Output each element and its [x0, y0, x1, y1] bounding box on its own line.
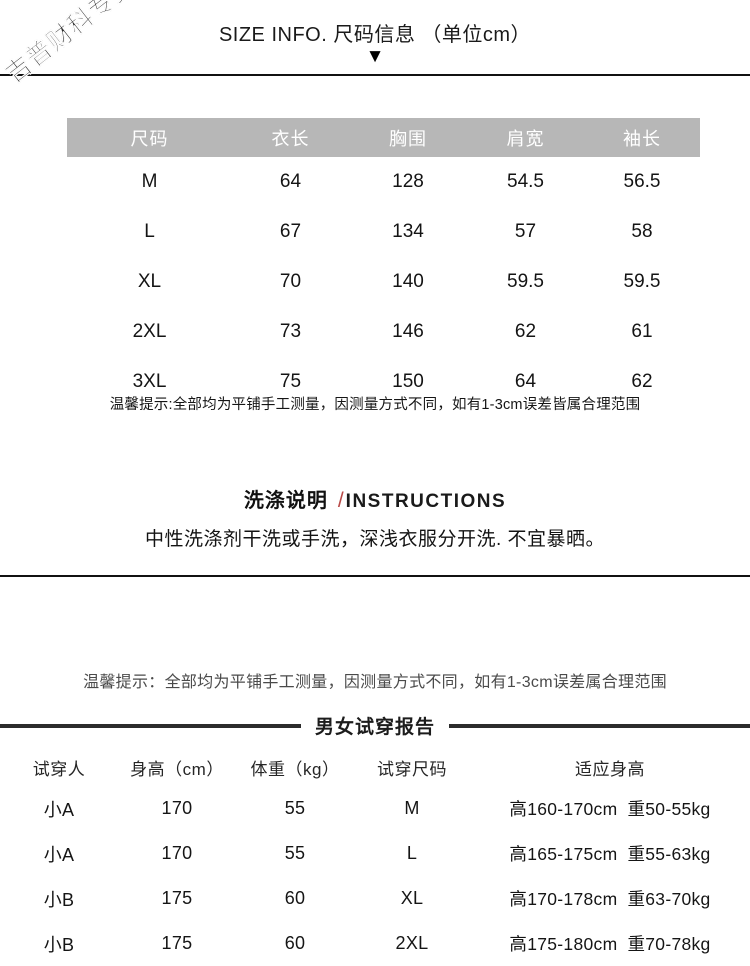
trial-report-table: 试穿人 身高（cm） 体重（kg） 试穿尺码 适应身高 小A 170 55 M … — [0, 748, 750, 966]
cell-person: 小B — [43, 889, 75, 910]
rule-left — [0, 723, 301, 728]
washing-heading-cn: 洗涤说明 — [243, 490, 328, 512]
cell-fit-weight: 重55-63kg — [627, 844, 711, 864]
trial-col-header-size: 试穿尺码 — [377, 759, 447, 779]
cell-fit-weight: 重70-78kg — [627, 934, 711, 954]
cell-sleeve: 58 — [631, 221, 653, 242]
cell-weight: 55 — [284, 798, 306, 818]
washing-heading-slash: / — [337, 489, 344, 512]
cell-size: 2XL — [395, 933, 429, 953]
size-col-header-bust: 胸围 — [349, 118, 467, 157]
cell-fit-range: 高160-170cm 重50-55kg — [470, 786, 750, 831]
cell-fit-height: 高170-178cm — [509, 889, 618, 909]
cell-length: 70 — [279, 271, 302, 292]
size-col-header-sleeve: 袖长 — [584, 118, 700, 157]
cell-weight: 55 — [284, 843, 306, 863]
cell-height: 170 — [161, 843, 193, 863]
cell-shoulder: 62 — [514, 321, 537, 342]
trial-report-section-header: 男女试穿报告 — [0, 712, 750, 739]
cell-shoulder: 54.5 — [507, 171, 544, 192]
cell-size: M — [141, 171, 158, 192]
cell-size: L — [406, 843, 418, 863]
table-row: 小B 175 60 2XL 高175-180cm 重70-78kg — [0, 921, 750, 966]
cell-size: L — [144, 221, 155, 242]
cell-bust: 150 — [392, 371, 424, 392]
cell-height: 170 — [161, 798, 193, 818]
table-row: 2XL 73 146 62 61 — [67, 307, 700, 357]
cell-height: 175 — [161, 933, 193, 953]
table-row: XL 70 140 59.5 59.5 — [67, 257, 700, 307]
cell-shoulder: 59.5 — [507, 271, 544, 292]
cell-weight: 60 — [284, 888, 306, 908]
cell-bust: 134 — [392, 221, 424, 242]
divider-top — [0, 74, 750, 76]
cell-shoulder: 64 — [514, 371, 537, 392]
cell-length: 73 — [279, 321, 302, 342]
measurement-note-top: 温馨提示:全部均为平铺手工测量，因测量方式不同，如有1-3cm误差皆属合理范围 — [109, 397, 641, 413]
table-row: 小B 175 60 XL 高170-178cm 重63-70kg — [0, 876, 750, 921]
table-row: 小A 170 55 L 高165-175cm 重55-63kg — [0, 831, 750, 876]
cell-fit-weight: 重50-55kg — [627, 799, 711, 819]
cell-weight: 60 — [284, 933, 306, 953]
size-table-header-row: 尺码 衣长 胸围 肩宽 袖长 — [67, 118, 700, 157]
cell-sleeve: 56.5 — [623, 171, 661, 192]
cell-size: XL — [137, 271, 162, 292]
cell-fit-height: 高160-170cm — [509, 799, 618, 819]
washing-instructions-body: 中性洗涤剂干洗或手洗，深浅衣服分开洗. 不宜暴晒。 — [144, 529, 606, 550]
cell-fit-weight: 重63-70kg — [627, 889, 711, 909]
cell-person: 小B — [43, 934, 75, 955]
table-row: 小A 170 55 M 高160-170cm 重50-55kg — [0, 786, 750, 831]
trial-report-label: 男女试穿报告 — [315, 717, 436, 738]
cell-person: 小A — [43, 844, 75, 865]
cell-length: 75 — [279, 371, 302, 392]
down-triangle-icon: ▼ — [365, 46, 385, 67]
cell-bust: 128 — [392, 171, 424, 192]
table-row: 3XL 75 150 64 62 — [67, 357, 700, 407]
trial-col-header-height: 身高（cm） — [130, 759, 224, 779]
cell-fit-range: 高175-180cm 重70-78kg — [470, 921, 750, 966]
measurement-note-bottom: 温馨提示：全部均为平铺手工测量，因测量方式不同，如有1-3cm误差属合理范围 — [83, 674, 667, 691]
cell-fit-range: 高170-178cm 重63-70kg — [470, 876, 750, 921]
trial-col-header-fit-height: 适应身高 — [575, 759, 645, 779]
rule-right — [449, 723, 750, 728]
cell-size: XL — [400, 888, 424, 908]
cell-bust: 146 — [392, 321, 424, 342]
table-row: L 67 134 57 58 — [67, 207, 700, 257]
size-table: 尺码 衣长 胸围 肩宽 袖长 M 64 128 54.5 56.5 L 67 1… — [67, 118, 700, 407]
cell-size: 2XL — [132, 321, 167, 342]
cell-sleeve: 61 — [631, 321, 653, 342]
size-col-header-size: 尺码 — [67, 118, 232, 157]
size-col-header-shoulder: 肩宽 — [467, 118, 584, 157]
washing-heading-en: INSTRUCTIONS — [345, 491, 507, 512]
trial-table-header-row: 试穿人 身高（cm） 体重（kg） 试穿尺码 适应身高 — [0, 748, 750, 786]
cell-person: 小A — [43, 799, 75, 820]
cell-size: M — [404, 798, 420, 818]
cell-height: 175 — [161, 888, 193, 908]
size-col-header-length: 衣长 — [232, 118, 349, 157]
washing-instructions-heading: 洗涤说明 / INSTRUCTIONS — [0, 484, 750, 513]
trial-col-header-weight: 体重（kg） — [250, 759, 340, 779]
cell-length: 64 — [279, 171, 302, 192]
cell-length: 67 — [279, 221, 302, 242]
cell-size: 3XL — [132, 371, 167, 392]
divider-washing-bottom — [0, 575, 750, 577]
cell-bust: 140 — [392, 271, 424, 292]
cell-fit-height: 高165-175cm — [509, 844, 618, 864]
table-row: M 64 128 54.5 56.5 — [67, 157, 700, 207]
cell-sleeve: 59.5 — [623, 271, 661, 292]
trial-col-header-person: 试穿人 — [32, 759, 86, 779]
page-title: SIZE INFO. 尺码信息 （单位cm） — [218, 24, 532, 46]
cell-sleeve: 62 — [631, 371, 653, 392]
cell-fit-range: 高165-175cm 重55-63kg — [470, 831, 750, 876]
cell-fit-height: 高175-180cm — [509, 934, 618, 954]
cell-shoulder: 57 — [514, 221, 537, 242]
